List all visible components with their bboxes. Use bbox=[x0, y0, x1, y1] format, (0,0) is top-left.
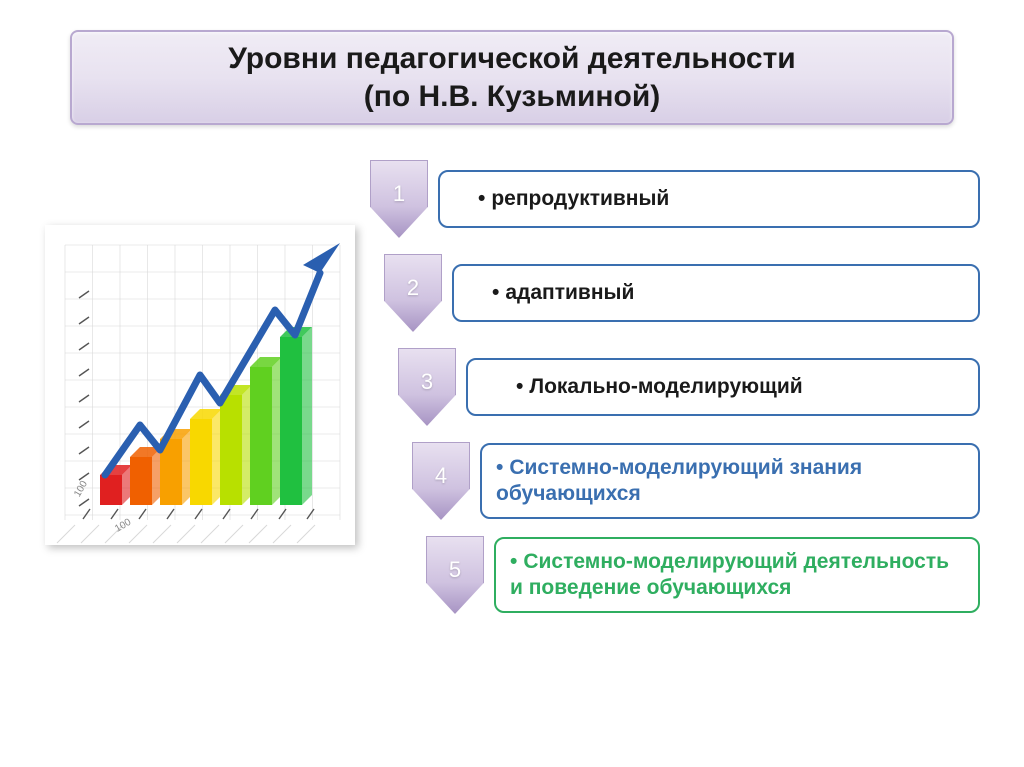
chevron-3: 3 bbox=[398, 348, 456, 426]
title-panel: Уровни педагогической деятельности (по Н… bbox=[70, 30, 954, 125]
chevron-4: 4 bbox=[412, 442, 470, 520]
level-box-4: •Системно-моделирующий знания обучающихс… bbox=[480, 443, 980, 520]
level-text-3: •Локально-моделирующий bbox=[516, 374, 803, 400]
level-row-1: 1 •репродуктивный bbox=[370, 160, 980, 238]
title-line2: (по Н.В. Кузьминой) bbox=[364, 80, 661, 113]
chevron-2: 2 bbox=[384, 254, 442, 332]
level-box-1: •репродуктивный bbox=[438, 170, 980, 228]
chevron-1: 1 bbox=[370, 160, 428, 238]
level-text-4: •Системно-моделирующий знания обучающихс… bbox=[496, 455, 960, 508]
level-box-5: •Системно-моделирующий деятельность и по… bbox=[494, 537, 980, 614]
level-text-5: •Системно-моделирующий деятельность и по… bbox=[510, 549, 960, 602]
level-box-3: •Локально-моделирующий bbox=[466, 358, 980, 416]
level-text-1: •репродуктивный bbox=[478, 186, 669, 212]
level-box-2: •адаптивный bbox=[452, 264, 980, 322]
chevron-5: 5 bbox=[426, 536, 484, 614]
level-row-4: 4 •Системно-моделирующий знания обучающих… bbox=[412, 442, 980, 520]
growth-chart: 100 100 bbox=[45, 225, 355, 545]
levels-list: 1 •репродуктивный 2 •адаптивный 3 •Локально-м… bbox=[370, 160, 980, 630]
level-row-5: 5 •Системно-моделирующий деятельность и п… bbox=[426, 536, 980, 614]
page-title: Уровни педагогической деятельности (по Н… bbox=[228, 40, 796, 115]
level-text-2: •адаптивный bbox=[492, 280, 634, 306]
title-line1: Уровни педагогической деятельности bbox=[228, 42, 796, 75]
chart-svg: 100 100 bbox=[45, 225, 355, 545]
level-row-3: 3 •Локально-моделирующий bbox=[398, 348, 980, 426]
level-row-2: 2 •адаптивный bbox=[384, 254, 980, 332]
